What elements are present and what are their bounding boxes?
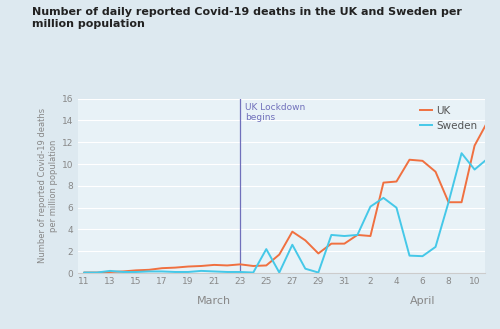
- Y-axis label: Number of reported Covid-19 deaths
per million population: Number of reported Covid-19 deaths per m…: [38, 108, 58, 264]
- Text: UK Lockdown
begins: UK Lockdown begins: [246, 103, 306, 122]
- Legend: UK, Sweden: UK, Sweden: [416, 102, 482, 135]
- Text: Number of daily reported Covid-19 deaths in the UK and Sweden per
million popula: Number of daily reported Covid-19 deaths…: [32, 7, 463, 29]
- Text: March: March: [197, 296, 232, 306]
- Text: April: April: [410, 296, 436, 306]
